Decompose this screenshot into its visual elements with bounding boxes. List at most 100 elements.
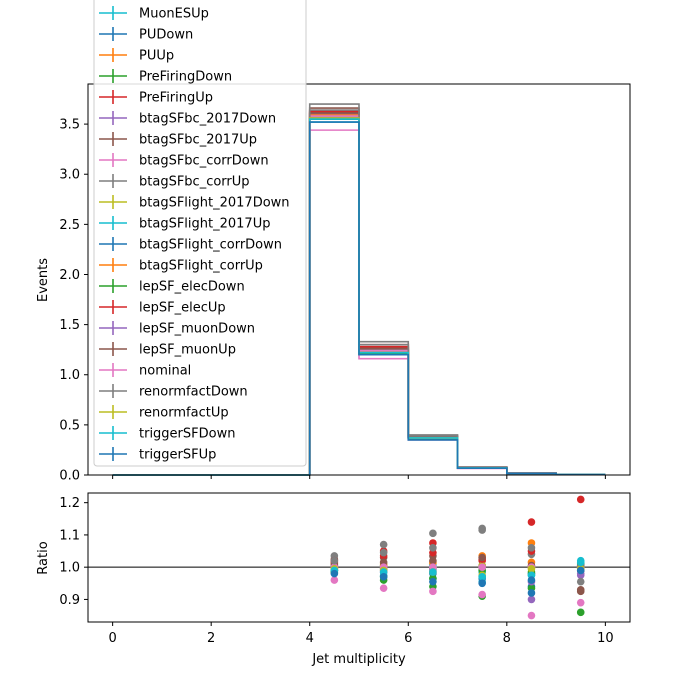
legend-box <box>93 0 307 467</box>
legend-marker <box>99 384 127 398</box>
ratio-x-tick-label: 10 <box>597 631 614 646</box>
ratio-point <box>330 576 339 584</box>
ratio-point <box>330 556 339 565</box>
legend-marker <box>99 132 127 146</box>
main-y-tick-label: 1.5 <box>59 318 80 333</box>
ratio-plot-frame <box>87 492 631 623</box>
legend-marker <box>99 363 127 377</box>
ratio-y-axis-label: Ratio <box>36 541 51 574</box>
ratio-point <box>527 595 536 604</box>
ratio-y-tick-label: 1.1 <box>59 528 80 543</box>
ratio-x-tick-label: 2 <box>207 631 215 646</box>
main-y-tick-label: 0.0 <box>59 469 80 484</box>
legend-item: renormfactDown <box>99 384 248 400</box>
main-y-axis-label: Events <box>36 258 51 302</box>
ratio-point <box>478 563 486 571</box>
legend-item: triggerSFUp <box>99 447 216 463</box>
ratio-plot-area <box>88 493 630 622</box>
legend-label: btagSFlight_corrUp <box>139 259 263 274</box>
legend-item: PreFiringUp <box>99 90 213 106</box>
ratio-point <box>379 548 388 557</box>
legend-label: PUUp <box>139 49 174 64</box>
ratio-x-tick-label: 6 <box>404 631 412 646</box>
legend-marker <box>99 237 127 251</box>
ratio-point <box>527 611 536 620</box>
legend-item: lepSF_muonDown <box>99 321 255 337</box>
ratio-y-tick-label: 1.0 <box>59 561 80 576</box>
legend-item: btagSFbc_2017Down <box>99 111 276 127</box>
ratio-point <box>576 577 585 586</box>
main-y-axis-ticks: 0.0 0.5 1.0 1.5 2.0 2.5 3.0 3.5 <box>59 118 88 484</box>
legend-item: PreFiringDown <box>99 69 232 85</box>
legend-marker <box>99 195 127 209</box>
ratio-point <box>379 540 388 549</box>
ratio-point <box>576 598 585 607</box>
legend-marker <box>99 405 127 419</box>
legend-marker <box>99 48 127 62</box>
legend-item: btagSFbc_corrDown <box>99 153 269 169</box>
legend-label: btagSFbc_corrUp <box>139 175 250 190</box>
ratio-x-axis-ticks: 0 2 4 6 8 10 <box>108 622 614 646</box>
ratio-y-tick-label: 1.2 <box>59 496 80 511</box>
legend-label: PUDown <box>139 28 193 43</box>
ratio-x-tick-label: 0 <box>108 631 116 646</box>
ratio-points-group <box>330 495 585 620</box>
legend-item: btagSFbc_2017Up <box>99 132 257 148</box>
ratio-y-axis-ticks: 0.9 1.0 1.1 1.2 <box>59 496 88 608</box>
ratio-y-tick-label: 0.9 <box>59 593 80 608</box>
ratio-point <box>429 577 437 586</box>
legend-label: renormfactUp <box>139 406 229 421</box>
legend-marker <box>99 300 127 314</box>
legend-item: lepSF_muonUp <box>99 342 236 358</box>
ratio-point <box>379 573 388 581</box>
legend-item: renormfactUp <box>99 405 229 421</box>
legend-item: nominal <box>99 363 191 379</box>
legend-marker <box>99 258 127 272</box>
ratio-point <box>330 569 339 578</box>
legend-marker <box>99 153 127 167</box>
legend-label: lepSF_muonUp <box>139 343 236 358</box>
ratio-point <box>379 584 388 592</box>
ratio-point <box>527 544 536 552</box>
ratio-point <box>576 608 585 617</box>
legend-item: PUUp <box>99 48 174 64</box>
legend-marker <box>99 69 127 83</box>
legend-marker <box>99 216 127 230</box>
main-y-tick-label: 2.5 <box>59 218 80 233</box>
main-y-tick-label: 2.0 <box>59 268 80 283</box>
legend-marker <box>99 321 127 335</box>
legend-item: btagSFlight_corrUp <box>99 258 263 274</box>
legend-marker <box>99 6 127 20</box>
ratio-panel: 0.9 1.0 1.1 1.2 0 2 4 6 8 10 Ratio Jet multiplic… <box>36 492 631 667</box>
ratio-x-axis-label: Jet multiplicity <box>311 652 406 667</box>
ratio-point <box>478 526 486 534</box>
legend-label: nominal <box>139 364 191 379</box>
legend-marker <box>99 90 127 104</box>
main-x-axis-ticks <box>112 475 606 479</box>
legend-label: PreFiringDown <box>139 70 232 85</box>
ratio-point <box>429 587 437 596</box>
legend-label: btagSFbc_2017Down <box>139 112 276 127</box>
ratio-point <box>576 566 585 575</box>
legend-label: btagSFbc_2017Up <box>139 133 257 148</box>
ratio-point <box>576 495 585 504</box>
legend-label: btagSFlight_2017Up <box>139 217 270 232</box>
legend-item: btagSFlight_2017Down <box>99 195 290 211</box>
legend-marker <box>99 342 127 356</box>
ratio-point <box>527 564 536 573</box>
legend-label: btagSFbc_corrDown <box>139 154 269 169</box>
legend-label: lepSF_elecDown <box>139 280 245 295</box>
main-y-tick-label: 3.5 <box>59 118 80 133</box>
legend-item: btagSFlight_2017Up <box>99 216 270 232</box>
legend-marker <box>99 447 127 461</box>
ratio-point <box>478 553 486 562</box>
ratio-point <box>429 529 437 538</box>
legend: MuonESUp PUDown PUUp PreFiringDown PreFiring… <box>93 0 307 467</box>
legend-label: lepSF_elecUp <box>139 301 226 316</box>
ratio-point <box>478 590 486 599</box>
legend-marker <box>99 279 127 293</box>
main-plot-frame <box>87 83 631 476</box>
main-y-tick-label: 3.0 <box>59 168 80 183</box>
legend-item: btagSFbc_corrUp <box>99 174 250 190</box>
main-y-tick-label: 0.5 <box>59 418 80 433</box>
